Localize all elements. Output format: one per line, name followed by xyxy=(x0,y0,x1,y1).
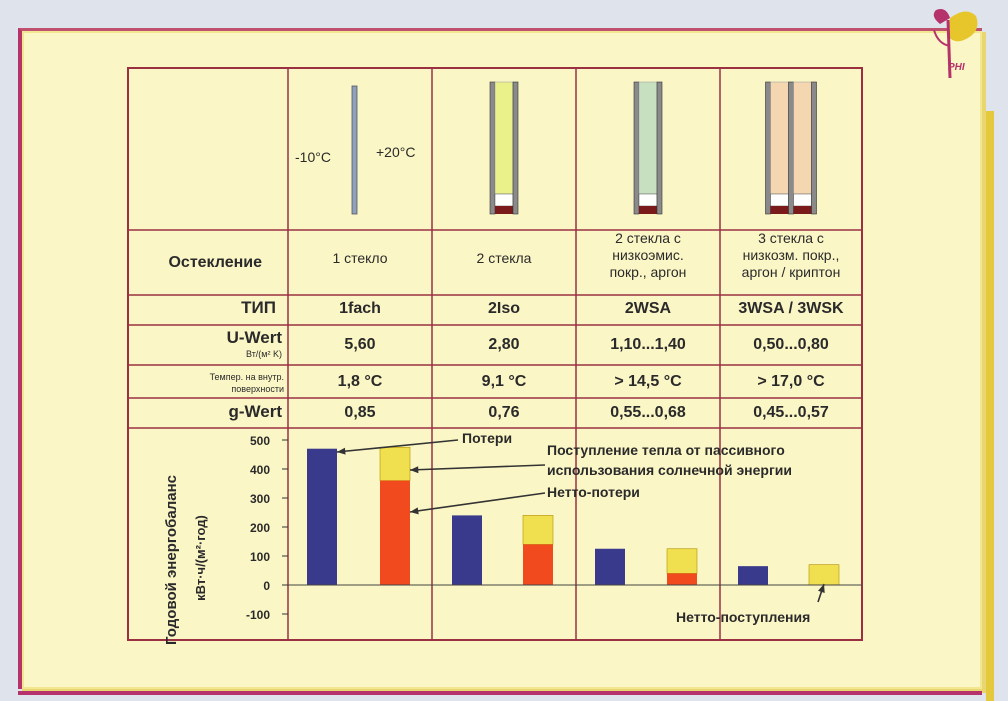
spacer-icon xyxy=(793,193,812,207)
bar-series xyxy=(307,446,840,586)
spacer-icon xyxy=(638,193,658,207)
phi-logo-icon xyxy=(933,9,978,79)
uwert-value: 5,60 xyxy=(344,336,375,353)
glass-pane-icon xyxy=(633,81,640,215)
single-pane-icon xyxy=(351,85,358,215)
solar-gain-bar xyxy=(379,446,411,481)
net-gains-arrow-head xyxy=(818,584,825,593)
glass-pane-icon xyxy=(489,81,496,215)
row-label-uwert-unit: Вт/(м² K) xyxy=(246,349,282,359)
table-border xyxy=(127,67,863,641)
glazing-value: 2 стекла xyxy=(477,250,532,266)
annotation-net-losses: Нетто-потери xyxy=(547,484,640,500)
spacer-icon xyxy=(770,193,789,207)
gas-fill-icon xyxy=(793,81,812,195)
glazing-value: низкоэмис. xyxy=(612,247,684,263)
type-value: 2Iso xyxy=(488,300,520,317)
annotation-arrows xyxy=(336,439,825,603)
glazing-value: 3 стекла с xyxy=(758,230,824,246)
uwert-value: 1,10...1,40 xyxy=(610,336,686,353)
annotation-solar-line2: использования солнечной энергии xyxy=(547,462,792,478)
y-tick-label: 100 xyxy=(250,550,270,564)
y-tick-label: 300 xyxy=(250,492,270,506)
glass-pane-icon xyxy=(656,81,663,215)
annotation-net-gains: Нетто-поступления xyxy=(676,609,810,625)
temp-outside-label: -10°C xyxy=(295,149,331,165)
glazing-value: 2 стекла с xyxy=(615,230,681,246)
uwert-value: 0,50...0,80 xyxy=(753,336,829,353)
net-losses-arrow xyxy=(409,492,546,513)
net-losses-bar xyxy=(667,573,697,585)
solar-gain-bar xyxy=(808,564,840,586)
row-label-uwert: U-Wert xyxy=(227,328,283,347)
slide-side-band xyxy=(986,111,994,701)
sealant-icon xyxy=(639,206,657,214)
losses-bar xyxy=(452,515,482,585)
gas-fill-icon xyxy=(494,81,514,195)
annotation-losses: Потери xyxy=(462,430,512,446)
losses-bar xyxy=(738,566,768,585)
temp-value: > 14,5 °C xyxy=(614,373,682,390)
glazing-value: 1 стекло xyxy=(332,250,387,266)
spacer-icon xyxy=(494,193,514,207)
y-tick-label: 0 xyxy=(263,579,270,593)
losses-arrow-head xyxy=(337,447,346,455)
glass-pane-icon xyxy=(765,81,771,215)
phi-logo-text: PHI xyxy=(948,62,965,73)
type-value: 3WSA / 3WSK xyxy=(738,300,844,317)
net-losses-bar xyxy=(380,480,410,585)
gwert-value: 0,45...0,57 xyxy=(753,404,829,421)
solar-gain-bar xyxy=(666,548,698,574)
sealant-icon xyxy=(793,206,812,214)
y-tick-label: 400 xyxy=(250,463,270,477)
gwert-value: 0,55...0,68 xyxy=(610,404,686,421)
type-value: 1fach xyxy=(339,300,381,317)
gas-fill-icon xyxy=(638,81,658,195)
y-axis-title-line2: кВт·ч/(м²·год) xyxy=(193,515,208,601)
y-tick-label: 200 xyxy=(250,521,270,535)
temp-value: 9,1 °C xyxy=(482,373,527,390)
row-label-gwert: g-Wert xyxy=(228,402,282,421)
temp-value: > 17,0 °C xyxy=(757,373,825,390)
glass-pane-icon xyxy=(811,81,817,215)
glass-pane-icon xyxy=(512,81,519,215)
gas-fill-icon xyxy=(770,81,789,195)
solar-arrow xyxy=(409,464,546,471)
temp-value: 1,8 °C xyxy=(338,373,383,390)
sealant-icon xyxy=(495,206,513,214)
type-value: 2WSA xyxy=(625,300,672,317)
y-axis-title-line1: Годовой энергобаланс xyxy=(163,475,180,645)
glazing-value: покр., аргон xyxy=(610,264,687,280)
row-label-type: ТИП xyxy=(241,298,276,317)
gwert-value: 0,85 xyxy=(344,404,375,421)
losses-arrow xyxy=(336,439,459,453)
losses-bar xyxy=(595,548,625,585)
solar-arrow-head xyxy=(410,466,419,474)
gwert-value: 0,76 xyxy=(488,404,519,421)
uwert-value: 2,80 xyxy=(488,336,519,353)
row-label-temp-line2: поверхности xyxy=(231,384,284,394)
sealant-icon xyxy=(770,206,789,214)
losses-bar xyxy=(307,448,337,585)
row-label-glazing: Остекление xyxy=(168,254,262,271)
glazing-value: аргон / криптон xyxy=(742,264,841,280)
table-grid xyxy=(127,67,863,641)
glazing-value: низкозм. покр., xyxy=(743,247,840,263)
glass-pane-icon xyxy=(788,81,794,215)
net-losses-arrow-head xyxy=(410,507,419,515)
y-tick-label: -100 xyxy=(246,608,270,622)
solar-gain-bar xyxy=(522,515,554,545)
glass-illustrations xyxy=(351,81,817,215)
net-losses-bar xyxy=(523,544,553,585)
annotation-solar-line1: Поступление тепла от пассивного xyxy=(547,442,785,458)
row-label-temp-line1: Темпер. на внутр. xyxy=(210,372,284,382)
y-tick-label: 500 xyxy=(250,434,270,448)
temp-inside-label: +20°C xyxy=(376,144,415,160)
